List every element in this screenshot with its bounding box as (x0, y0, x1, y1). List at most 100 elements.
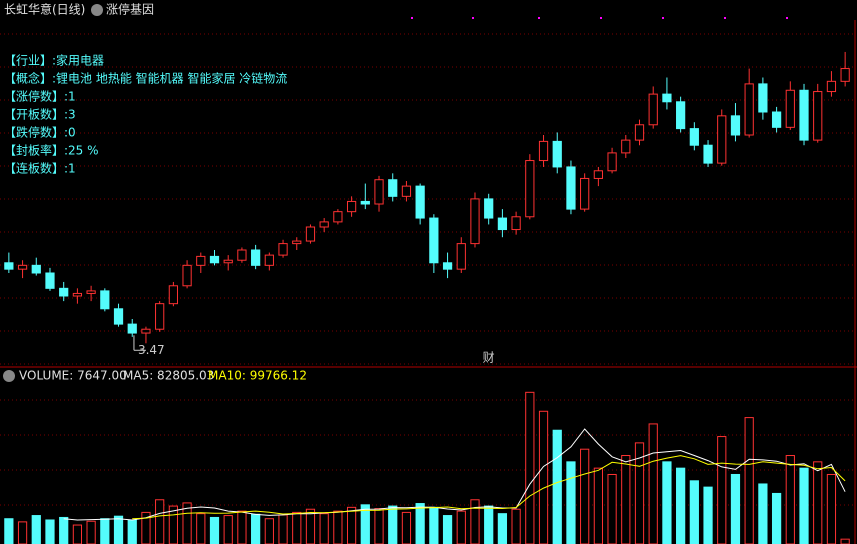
candle-body (141, 328, 151, 334)
volume-bar (155, 499, 165, 544)
volume-bar (621, 455, 631, 544)
candle-body (388, 179, 398, 197)
volume-bar (86, 520, 96, 544)
volume-bar (538, 410, 549, 544)
candle-body (442, 262, 453, 270)
volume-bar (182, 502, 192, 544)
candle-body (292, 240, 302, 245)
dropdown-icon[interactable] (91, 4, 103, 16)
candle-body (59, 287, 69, 297)
volume-bar (799, 467, 809, 544)
ma10-line (132, 455, 846, 520)
volume-bar (785, 455, 795, 544)
volume-bar (59, 516, 69, 544)
volume-bar (758, 483, 768, 544)
volume-bar (360, 504, 370, 544)
candle-body (456, 243, 466, 270)
candle-body (333, 211, 343, 223)
top-dots (411, 17, 788, 19)
candle-body (511, 216, 521, 231)
volume-bar (771, 492, 782, 544)
volume-bar (484, 505, 494, 544)
dropdown-icon[interactable] (3, 370, 15, 382)
subtitle: 涨停基因 (106, 2, 154, 17)
candle-body (223, 259, 233, 264)
candle-body (264, 254, 274, 266)
candle-body (113, 308, 124, 325)
volume-bar (31, 515, 41, 544)
volume-bar (305, 508, 316, 544)
candle-body (826, 80, 837, 93)
info-line: 【跌停数】:0 (4, 125, 76, 140)
candle-body (251, 249, 261, 266)
candle-body (305, 226, 316, 242)
volume-header: VOLUME: 7647.00 (19, 369, 127, 383)
candle-body (31, 264, 41, 274)
volume-bar (141, 511, 151, 544)
candle-body (785, 89, 795, 128)
candle-body (676, 101, 686, 130)
low-label: 3.47 (138, 343, 165, 357)
candle-body (155, 303, 165, 330)
volume-bar (45, 519, 55, 544)
candle-body (621, 139, 631, 154)
candle-body (593, 170, 603, 179)
candle-body (319, 221, 329, 228)
volume-bar (840, 538, 850, 544)
volume-bar (456, 510, 466, 544)
candle-body (346, 200, 357, 213)
info-line: 【开板数】:3 (4, 107, 76, 122)
volume-bar (676, 467, 686, 544)
candle-body (17, 264, 28, 270)
volume-bar (826, 473, 837, 544)
candle-body (648, 93, 658, 126)
volume-bar (4, 518, 14, 544)
info-line: 【封板率】:25 % (4, 143, 99, 158)
candle-body (4, 262, 14, 270)
candle-body (703, 144, 713, 164)
candle-body (374, 179, 384, 205)
candle-body (196, 255, 206, 266)
candle-body (278, 243, 288, 256)
chart-title: 长虹华意(日线) (4, 2, 85, 17)
volume-bar (415, 503, 425, 544)
volume-bar (388, 505, 398, 544)
volume-bar (346, 506, 357, 544)
volume-bar (744, 417, 754, 544)
candle-body (607, 152, 617, 172)
candle-body (168, 285, 178, 305)
candle-body (484, 198, 494, 219)
candle-body (360, 200, 370, 205)
volume-bar (237, 510, 247, 544)
volume-bar (634, 442, 645, 544)
candle-body (758, 83, 768, 113)
volume-bar (264, 518, 274, 544)
info-line: 【行业】:家用电器 (4, 53, 104, 68)
volume-bar (292, 511, 302, 544)
volume-bar (511, 508, 521, 544)
candle-body (538, 140, 549, 162)
candle-body (497, 217, 508, 231)
volume-bar (813, 461, 823, 544)
volume-bar (223, 515, 233, 544)
candle-body (634, 124, 645, 141)
candle-body (415, 185, 425, 219)
candle-body (100, 290, 110, 310)
candle-body (127, 323, 137, 334)
candle-body (840, 68, 850, 82)
volume-bar (401, 511, 412, 544)
info-line: 【连板数】:1 (4, 161, 76, 176)
volume-bar (127, 519, 137, 544)
ma10-header: MA10: 99766.12 (208, 369, 307, 383)
volume-bar (525, 391, 535, 544)
volume-bar (580, 448, 590, 544)
candle-body (429, 217, 439, 264)
volume-bar (100, 518, 110, 544)
volume-bar (607, 473, 617, 544)
candle-body (209, 255, 220, 264)
candle-body (566, 166, 576, 210)
candle-body (552, 140, 562, 168)
volume-bar (278, 514, 288, 544)
